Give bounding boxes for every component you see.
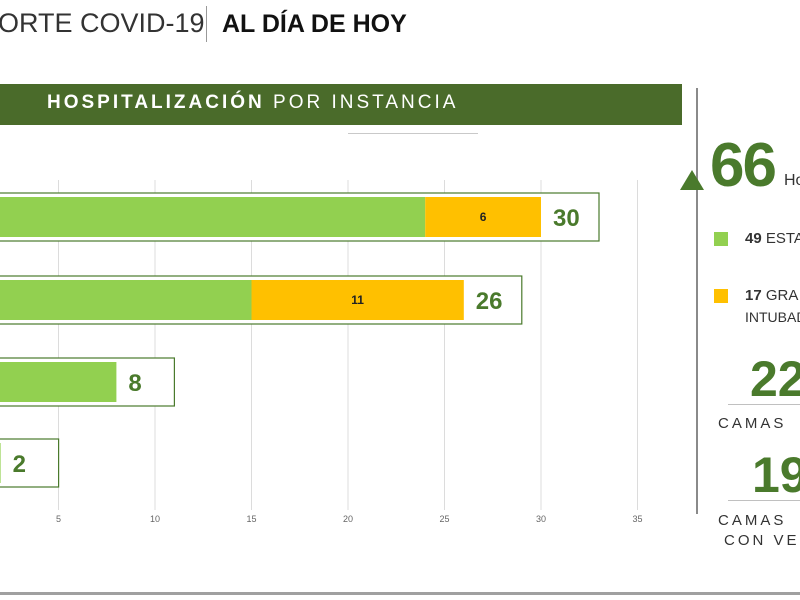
legend-severe-label-2: INTUBAD	[745, 309, 800, 325]
x-tick-label-15: 15	[246, 514, 256, 524]
x-tick-label-10: 10	[150, 514, 160, 524]
beds-divider	[728, 404, 800, 405]
section-banner	[0, 84, 682, 125]
x-tick-label-30: 30	[536, 514, 546, 524]
bar-total-label-2: 8	[128, 370, 141, 397]
total-hospitalized-label: Ho	[784, 172, 800, 189]
legend-swatch-severe	[714, 289, 728, 303]
hospitalization-bar-chart: 5 10 15 20 25 30 35 6 11 30 26 8 2	[0, 180, 643, 524]
legend-severe-label: GRA	[761, 287, 799, 304]
bar-total-label-3: 2	[13, 451, 26, 478]
bar-segment-0-2	[0, 362, 117, 402]
x-tick-label-5: 5	[56, 514, 61, 524]
legend-stable-count: 49	[745, 230, 762, 247]
total-hospitalized-value: 66	[710, 131, 777, 200]
section-underline	[348, 133, 478, 134]
segment-label-0: 6	[480, 210, 487, 224]
ventilator-beds-value: 19	[752, 447, 800, 503]
section-title-rest: POR INSTANCIA	[264, 92, 459, 113]
legend-stable-label: ESTA	[761, 230, 800, 247]
legend-swatch-stable	[714, 232, 728, 246]
bar-total-label-1: 26	[476, 288, 503, 315]
bar-frame-3	[0, 438, 60, 488]
bar-segment-1-0	[425, 197, 541, 237]
bar-segment-0-0	[0, 197, 426, 237]
beds-value: 22	[750, 351, 800, 407]
report-title: ORTE COVID-19	[0, 8, 205, 38]
section-title-bold: HOSPITALIZACIÓN	[47, 92, 265, 113]
beds-label: CAMAS	[718, 415, 787, 432]
vertical-divider	[696, 88, 698, 514]
legend-severe-count: 17	[745, 287, 762, 304]
section-title: HOSPITALIZACIÓN POR INSTANCIA	[47, 92, 458, 114]
x-tick-label-20: 20	[343, 514, 353, 524]
legend-stable: 49 ESTA	[745, 230, 800, 247]
bar-segment-1-1	[251, 280, 464, 320]
up-triangle-icon	[680, 170, 704, 190]
report-subtitle: AL DÍA DE HOY	[222, 10, 407, 38]
legend-severe: 17 GRA	[745, 287, 798, 304]
x-tick-label-35: 35	[632, 514, 642, 524]
ventilator-beds-divider	[728, 500, 800, 501]
bar-segment-0-3	[0, 443, 1, 483]
bar-segment-0-1	[0, 280, 252, 320]
header-separator	[206, 6, 207, 42]
segment-label-1: 11	[351, 293, 364, 307]
bar-total-label-0: 30	[553, 205, 580, 232]
ventilator-beds-label: CAMAS	[718, 512, 787, 529]
ventilator-beds-label-2: CON VE	[724, 532, 800, 549]
footer-line	[0, 592, 800, 595]
x-tick-label-25: 25	[439, 514, 449, 524]
